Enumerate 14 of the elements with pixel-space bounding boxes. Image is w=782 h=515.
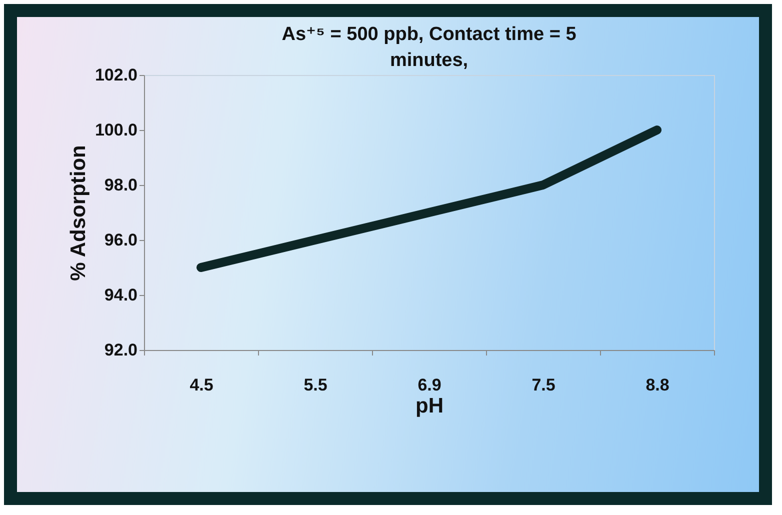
y-tick-label: 100.0 [94,120,138,140]
y-tick-label: 94.0 [104,286,138,304]
y-axis-title: % Adsorption [66,145,90,281]
x-tick-label: 6.9 [418,376,442,394]
y-tick-label: 96.0 [104,230,138,250]
y-tick-label: 98.0 [104,176,138,194]
y-tick-label: 102.0 [94,66,138,84]
chart-title: As⁺⁵ = 500 ppb, Contact time = 5 minutes, [282,24,577,71]
x-tick-label: 7.5 [532,376,556,394]
x-axis-title: pH [416,394,444,418]
x-tick-label: 5.5 [304,376,328,394]
y-tick-label: 92.0 [104,340,138,360]
x-tick-label: 4.5 [190,376,214,394]
x-tick-label: 8.8 [646,376,670,394]
